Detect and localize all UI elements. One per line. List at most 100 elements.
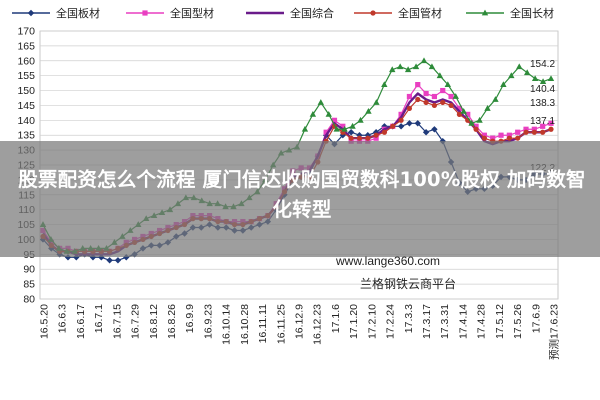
x-tick-label: 17.1.20 [348, 304, 360, 339]
data-point [406, 105, 413, 112]
x-tick-label: 17.3.3 [403, 304, 415, 333]
legend-label: 全国型材 [170, 6, 214, 20]
data-point [515, 135, 521, 141]
x-tick-label: 17.6.9 [530, 304, 542, 333]
headline-text: 股票配资怎么个流程 厦门信达收购国贸数科100%股权 加码数智化转型 [18, 168, 586, 221]
x-tick-label: 16.5.20 [39, 304, 51, 339]
data-point [508, 72, 515, 79]
data-point [481, 132, 487, 138]
data-point [523, 126, 529, 132]
x-tick-label: 17.2.10 [366, 304, 378, 339]
x-tick-label: 16.6.17 [75, 304, 87, 339]
legend-label: 全国板材 [56, 6, 100, 20]
end-label: 154.2 [530, 59, 555, 70]
data-point [325, 110, 332, 117]
x-tick-label: 16.7.1 [93, 304, 105, 333]
data-point [515, 129, 521, 135]
x-tick-label: 17.5.26 [512, 304, 524, 339]
data-point [539, 78, 547, 85]
data-point [431, 102, 438, 109]
data-point [398, 117, 404, 123]
data-point [420, 57, 428, 64]
y-tick-label: 140 [17, 115, 35, 127]
data-point [114, 257, 122, 264]
data-point [423, 99, 429, 106]
x-tick-label: 17.3.31 [439, 304, 451, 339]
data-point [348, 135, 354, 141]
x-tick-label: 16.8.26 [166, 304, 178, 339]
data-point [506, 135, 512, 141]
data-point [373, 135, 379, 141]
x-tick-label: 16.11.11 [257, 304, 269, 343]
x-axis: 16.5.20 16.6.3 16.6.17 16.7.1 16.7.15 16.7.29… [39, 304, 561, 360]
legend-marker [27, 9, 35, 17]
data-point [357, 116, 364, 123]
data-point [404, 66, 412, 73]
headline-banner: 股票配资怎么个流程 厦门信达收购国贸数科100%股权 加码数智化转型 [0, 141, 600, 257]
chart-legend: 全国板材 全国型材 全国综合 全国管材 全国长材 [12, 6, 554, 20]
x-tick-label: 16.7.29 [130, 304, 142, 339]
data-point [452, 93, 459, 99]
end-label: 140.4 [530, 84, 555, 95]
x-tick-label: 16.10.28 [239, 304, 251, 345]
data-point [389, 66, 396, 73]
data-point [412, 63, 420, 70]
data-point [547, 75, 555, 82]
x-tick-label: 17.1.6 [330, 304, 342, 333]
y-tick-label: 155 [17, 70, 35, 82]
legend-label: 全国长材 [510, 6, 554, 20]
y-tick-label: 135 [17, 130, 35, 142]
x-tick-label: 16.12.9 [294, 304, 306, 339]
x-tick-label: 预测17.6.23 [548, 304, 561, 360]
data-point [423, 90, 429, 97]
data-point [414, 120, 421, 127]
data-point [468, 119, 475, 126]
data-point [301, 125, 309, 132]
data-point [460, 108, 467, 114]
data-point [422, 129, 430, 136]
data-point [309, 110, 317, 117]
x-tick-label: 16.9.9 [184, 304, 196, 333]
data-point [498, 132, 504, 138]
data-point [381, 129, 388, 135]
x-tick-label: 17.4.28 [476, 304, 488, 339]
data-point [397, 123, 405, 130]
y-tick-label: 150 [17, 85, 35, 97]
data-point [500, 81, 507, 87]
data-point [492, 96, 499, 102]
x-tick-label: 16.10.14 [221, 304, 233, 345]
y-tick-label: 80 [23, 294, 35, 306]
data-point [484, 105, 491, 111]
data-point [516, 63, 523, 70]
x-tick-label: 16.6.3 [57, 304, 69, 333]
data-point [349, 122, 356, 129]
data-point [431, 126, 438, 133]
data-point [531, 126, 537, 132]
data-point [415, 82, 421, 88]
data-point [481, 135, 487, 141]
data-point [333, 125, 340, 132]
y-tick-label: 165 [17, 40, 35, 52]
data-point [106, 257, 113, 264]
data-point [531, 75, 539, 82]
data-point [465, 111, 471, 117]
data-point [506, 132, 512, 138]
data-point [373, 132, 379, 138]
data-point [473, 123, 479, 129]
data-point [381, 81, 388, 87]
x-tick-label: 16.8.12 [148, 304, 160, 339]
data-point [436, 72, 444, 79]
data-point [390, 123, 396, 129]
watermark-name: 兰格钢铁云商平台 [360, 277, 457, 291]
data-point [456, 111, 462, 117]
end-label: 138.3 [530, 98, 555, 109]
y-tick-label: 90 [23, 264, 35, 276]
data-point [398, 111, 404, 117]
watermark-url: www.lange360.com [336, 254, 441, 268]
data-point [456, 105, 462, 112]
data-point [531, 129, 537, 135]
data-point [396, 63, 404, 70]
x-tick-label: 16.12.23 [312, 304, 324, 345]
data-point [476, 116, 483, 123]
data-point [523, 129, 529, 135]
